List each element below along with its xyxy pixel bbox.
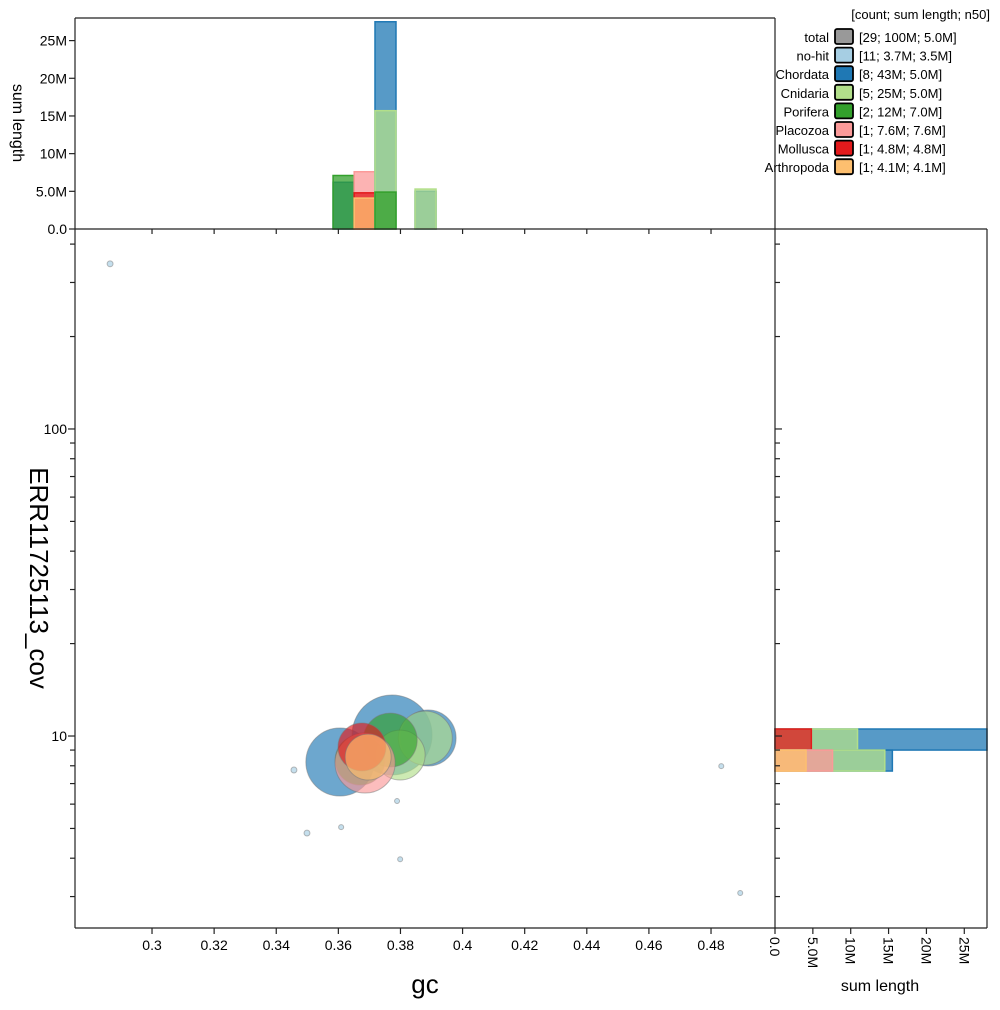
histogram-bar-mollusca	[774, 728, 813, 751]
point-no-hit	[106, 260, 114, 268]
legend-item-cnidaria: Cnidaria [5; 25M; 5.0M]	[781, 83, 942, 101]
legend-label: Cnidaria	[781, 86, 830, 101]
legend-label: Mollusca	[778, 142, 830, 157]
top-histogram	[332, 21, 437, 230]
top-hist-tick-label: 25M	[40, 33, 67, 49]
legend-stats: [1; 4.8M; 4.8M]	[859, 142, 946, 157]
legend-swatch	[834, 139, 854, 157]
x-tick-label: 0.46	[635, 937, 662, 953]
legend-stats: [2; 12M; 7.0M]	[859, 104, 942, 119]
legend-stats: [1; 4.1M; 4.1M]	[859, 160, 946, 175]
right-hist-tick-label: 10M	[843, 937, 859, 964]
axes: 0.3 0.32 0.34 0.36 0.38 0.4 0.42 0.44 0.46 0.48 10…	[36, 17, 988, 968]
right-hist-tick-label: 15M	[881, 937, 897, 964]
legend-swatch	[834, 121, 854, 138]
point-no-hit	[303, 829, 311, 837]
top-hist-tick-label: 5.0M	[36, 183, 67, 199]
points	[106, 260, 744, 897]
right-hist-x-label: sum length	[841, 978, 919, 995]
x-tick-label: 0.32	[201, 937, 228, 953]
legend-header: [count; sum length; n50]	[851, 7, 990, 22]
x-tick-label: 0.34	[263, 937, 290, 953]
point-no-hit	[397, 856, 404, 863]
legend-swatch	[834, 102, 854, 120]
right-histogram	[774, 728, 988, 772]
point-no-hit	[394, 798, 401, 805]
top-hist-tick-label: 20M	[40, 70, 67, 86]
legend-swatch	[834, 28, 854, 45]
legend-stats: [29; 100M; 5.0M]	[859, 30, 957, 45]
point-arthropoda	[344, 733, 392, 781]
x-tick-label: 0.3	[142, 937, 162, 953]
right-hist-tick-label: 0.0	[767, 937, 783, 957]
legend-item-chordata: Chordata [8; 43M; 5.0M]	[776, 65, 942, 83]
point-no-hit	[338, 824, 345, 831]
histogram-bar-porifera	[332, 174, 355, 230]
point-no-hit	[718, 763, 725, 770]
histogram-bar-arthropoda	[774, 749, 807, 772]
right-hist-tick-label: 20M	[918, 937, 934, 964]
legend-label: Chordata	[776, 67, 830, 82]
x-tick-label: 0.48	[697, 937, 724, 953]
top-hist-y-label: sum length	[9, 84, 26, 162]
legend-item-mollusca: Mollusca [1; 4.8M; 4.8M]	[778, 139, 946, 157]
top-hist-tick-label: 0.0	[48, 221, 68, 237]
legend-stats: [8; 43M; 5.0M]	[859, 67, 942, 82]
legend-swatch	[834, 65, 854, 83]
legend-stats: [5; 25M; 5.0M]	[859, 86, 942, 101]
y-tick-label: 100	[44, 421, 68, 437]
point-no-hit	[290, 766, 298, 774]
histogram-bar-arthropoda	[353, 197, 376, 230]
x-tick-label: 0.38	[387, 937, 414, 953]
legend-item-no-hit: no-hit [11; 3.7M; 3.5M]	[796, 46, 952, 64]
legend-item-placozoa: Placozoa [1; 7.6M; 7.6M]	[776, 121, 946, 138]
legend-swatch	[834, 158, 854, 176]
right-hist-tick-label: 25M	[956, 937, 972, 964]
legend-item-porifera: Porifera [2; 12M; 7.0M]	[783, 102, 942, 120]
top-hist-tick-label: 10M	[40, 146, 67, 162]
right-hist-tick-label: 5.0M	[805, 937, 821, 968]
legend: [count; sum length; n50] total [29; 100M; …	[765, 7, 990, 175]
scatter-panel	[106, 260, 744, 897]
legend-swatch	[834, 83, 854, 101]
legend-label: Arthropoda	[765, 160, 830, 175]
x-tick-label: 0.42	[511, 937, 538, 953]
top-hist-tick-label: 15M	[40, 108, 67, 124]
histogram-bar-porifera	[374, 191, 397, 230]
x-tick-label: 0.4	[453, 937, 473, 953]
legend-item-total: total [29; 100M; 5.0M]	[804, 28, 957, 45]
x-tick-label: 0.36	[325, 937, 352, 953]
point-no-hit	[737, 890, 744, 897]
x-axis-label: gc	[411, 969, 438, 999]
x-tick-label: 0.44	[573, 937, 600, 953]
legend-item-arthropoda: Arthropoda [1; 4.1M; 4.1M]	[765, 158, 946, 176]
y-axis-label: ERR11725113_cov	[24, 467, 54, 689]
legend-label: Porifera	[783, 104, 829, 119]
histogram-bar-cnidaria	[414, 188, 437, 230]
legend-stats: [1; 7.6M; 7.6M]	[859, 123, 946, 138]
legend-label: Placozoa	[776, 123, 830, 138]
legend-label: total	[804, 30, 829, 45]
y-tick-label: 10	[51, 728, 67, 744]
legend-swatch	[834, 46, 854, 64]
legend-stats: [11; 3.7M; 3.5M]	[859, 49, 952, 64]
legend-label: no-hit	[796, 49, 829, 64]
